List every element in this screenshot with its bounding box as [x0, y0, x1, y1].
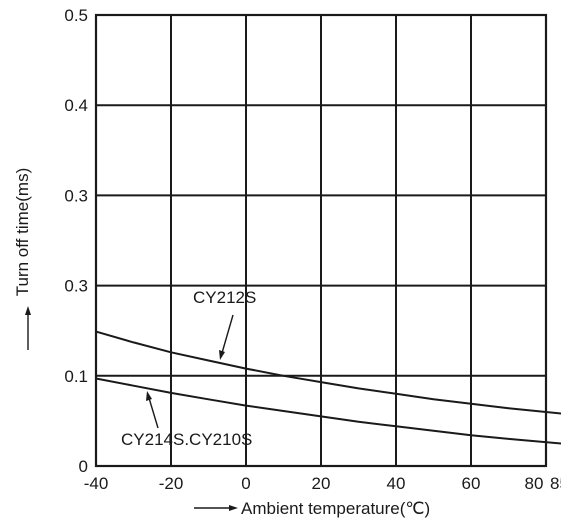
x-tick-label: 40: [387, 474, 406, 493]
x-tick-label: 60: [462, 474, 481, 493]
annotation-cy214s-pointer: [148, 397, 159, 429]
x-tick-label: 80: [525, 474, 544, 493]
y-tick-label: 0: [79, 457, 88, 476]
x-axis-title: Ambient temperature(℃): [241, 499, 430, 518]
annotation-cy212s: CY212S: [193, 288, 256, 307]
x-tick-label: -40: [84, 474, 109, 493]
series-layer: [95, 330, 561, 445]
y-tick-label: 0.1: [64, 367, 88, 386]
plot-frame: [94, 13, 548, 468]
x-tick-label: -20: [159, 474, 184, 493]
series-line-1: [95, 377, 561, 445]
y-axis-arrow: [25, 306, 31, 350]
x-tick-label: 0: [241, 474, 250, 493]
y-tick-label: 0.5: [64, 6, 88, 25]
x-tick-label: 20: [312, 474, 331, 493]
y-axis-title: Turn off time(ms): [13, 168, 32, 296]
annotations: CY212S CY214S.CY210S: [121, 288, 256, 449]
y-tick-label: 0.3: [64, 277, 88, 296]
x-axis-arrow: [194, 505, 238, 511]
x-tick-label: 85: [550, 474, 561, 493]
annotation-cy214s-arrowhead: [146, 391, 152, 401]
tick-labels: 0 0.1 0.3 0.3 0.4 0.5 -40 -20 0 20 40 60 80 85: [64, 6, 561, 493]
y-tick-label: 0.3: [64, 186, 88, 205]
annotation-cy214s-cy210s: CY214S.CY210S: [121, 430, 252, 449]
grid: [94, 13, 548, 468]
y-tick-label: 0.4: [64, 96, 88, 115]
annotation-cy212s-pointer: [221, 314, 234, 354]
series-line-0: [95, 330, 561, 415]
annotation-cy212s-arrowhead: [219, 350, 225, 360]
